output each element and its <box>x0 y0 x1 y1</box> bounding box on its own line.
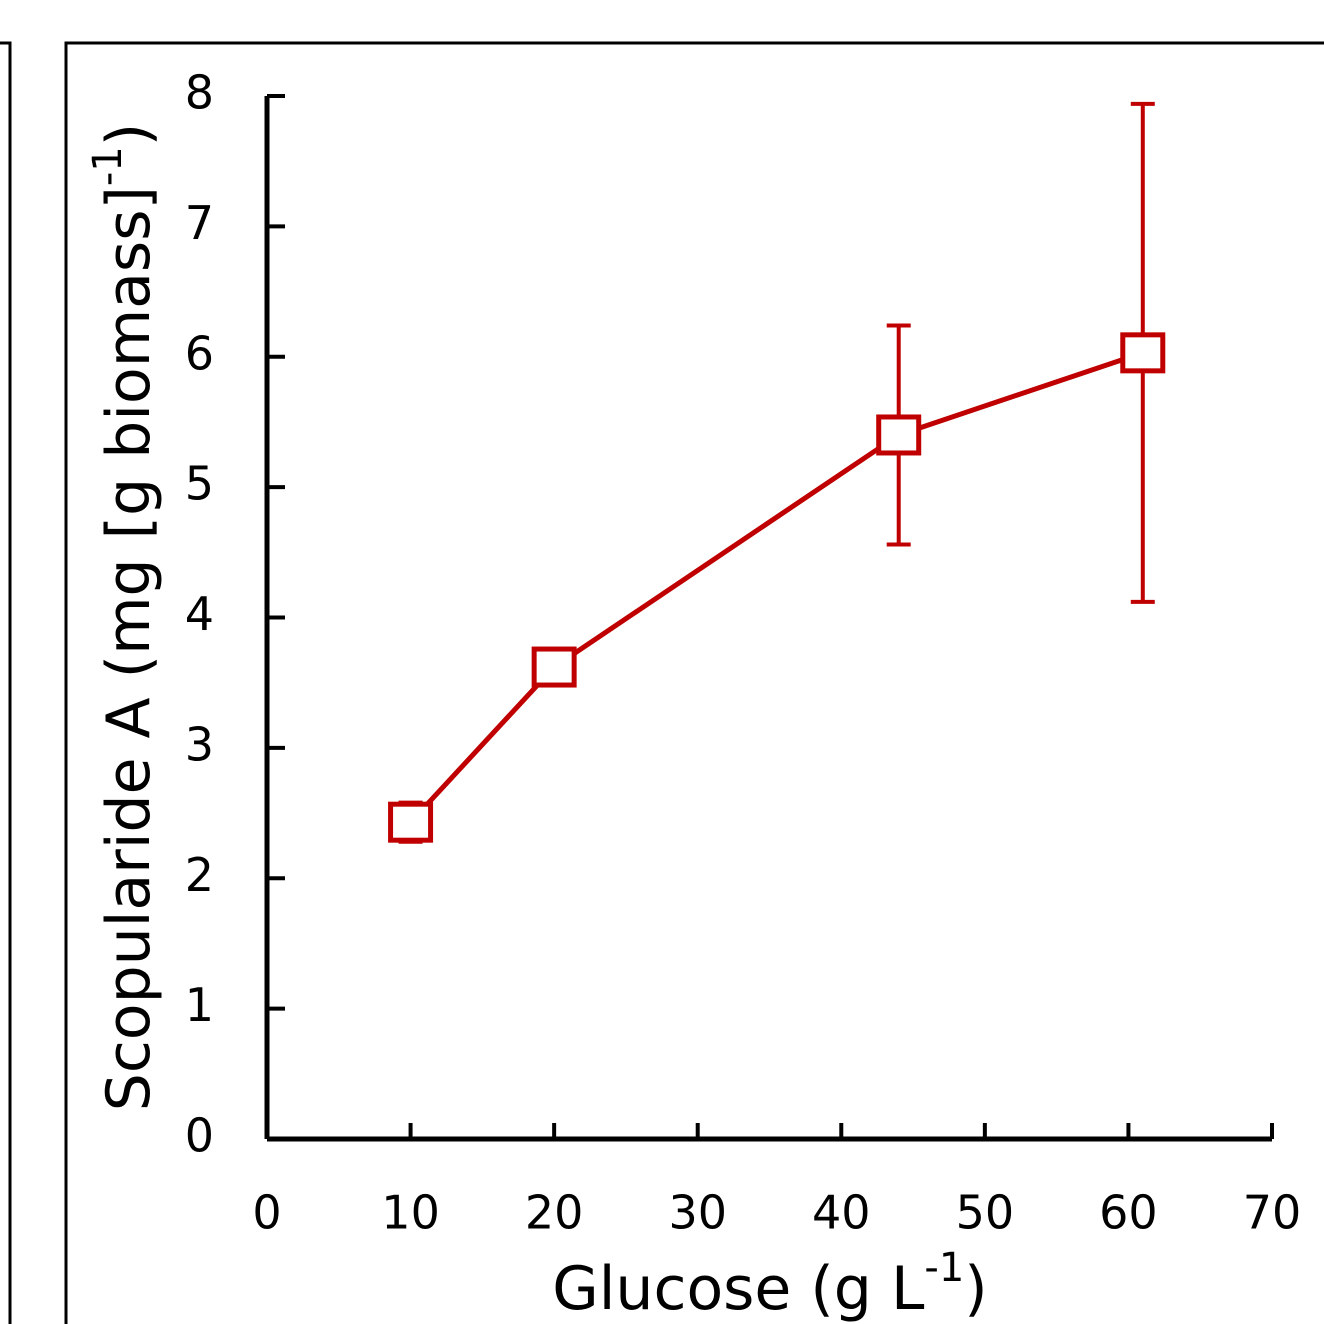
x-tick-label: 20 <box>525 1186 584 1240</box>
y-axis-label-text: Scopularide A (mg [g biomass] <box>94 186 164 1111</box>
y-tick-label: 2 <box>185 848 214 902</box>
y-tick-label: 0 <box>185 1109 214 1163</box>
x-tick-label: 60 <box>1099 1186 1158 1240</box>
marker <box>876 414 922 456</box>
y-tick-label: 5 <box>185 457 214 511</box>
y-axis-label-text: ) <box>94 123 164 146</box>
marker <box>1120 332 1166 374</box>
y-tick-label: 4 <box>185 587 214 641</box>
data-line <box>408 350 1144 824</box>
y-axis-label: Scopularide A (mg [g biomass]-1) <box>85 123 164 1111</box>
panel-frame <box>0 41 12 1324</box>
x-axis-label: Glucose (g L-1) <box>552 1245 987 1324</box>
y-axis-label-sup: -1 <box>85 146 131 186</box>
y-tick-label: 7 <box>185 196 214 250</box>
marker <box>388 801 434 843</box>
panel-frame <box>64 41 1324 1324</box>
x-tick-label: 70 <box>1243 1186 1302 1240</box>
x-tick-label: 30 <box>668 1186 727 1240</box>
y-tick-label: 8 <box>185 66 214 120</box>
y-tick-label: 1 <box>185 978 214 1032</box>
x-tick-label: 0 <box>252 1186 281 1240</box>
x-axis-label-sup: -1 <box>924 1245 964 1291</box>
x-axis-label-text: ) <box>964 1254 987 1324</box>
x-tick-label: 10 <box>381 1186 440 1240</box>
x-tick-label: 40 <box>812 1186 871 1240</box>
marker <box>531 646 577 688</box>
x-tick-label: 50 <box>956 1186 1015 1240</box>
y-tick-label: 3 <box>185 717 214 771</box>
x-axis-label-text: Glucose (g L <box>552 1254 925 1324</box>
y-tick-label: 6 <box>185 326 214 380</box>
